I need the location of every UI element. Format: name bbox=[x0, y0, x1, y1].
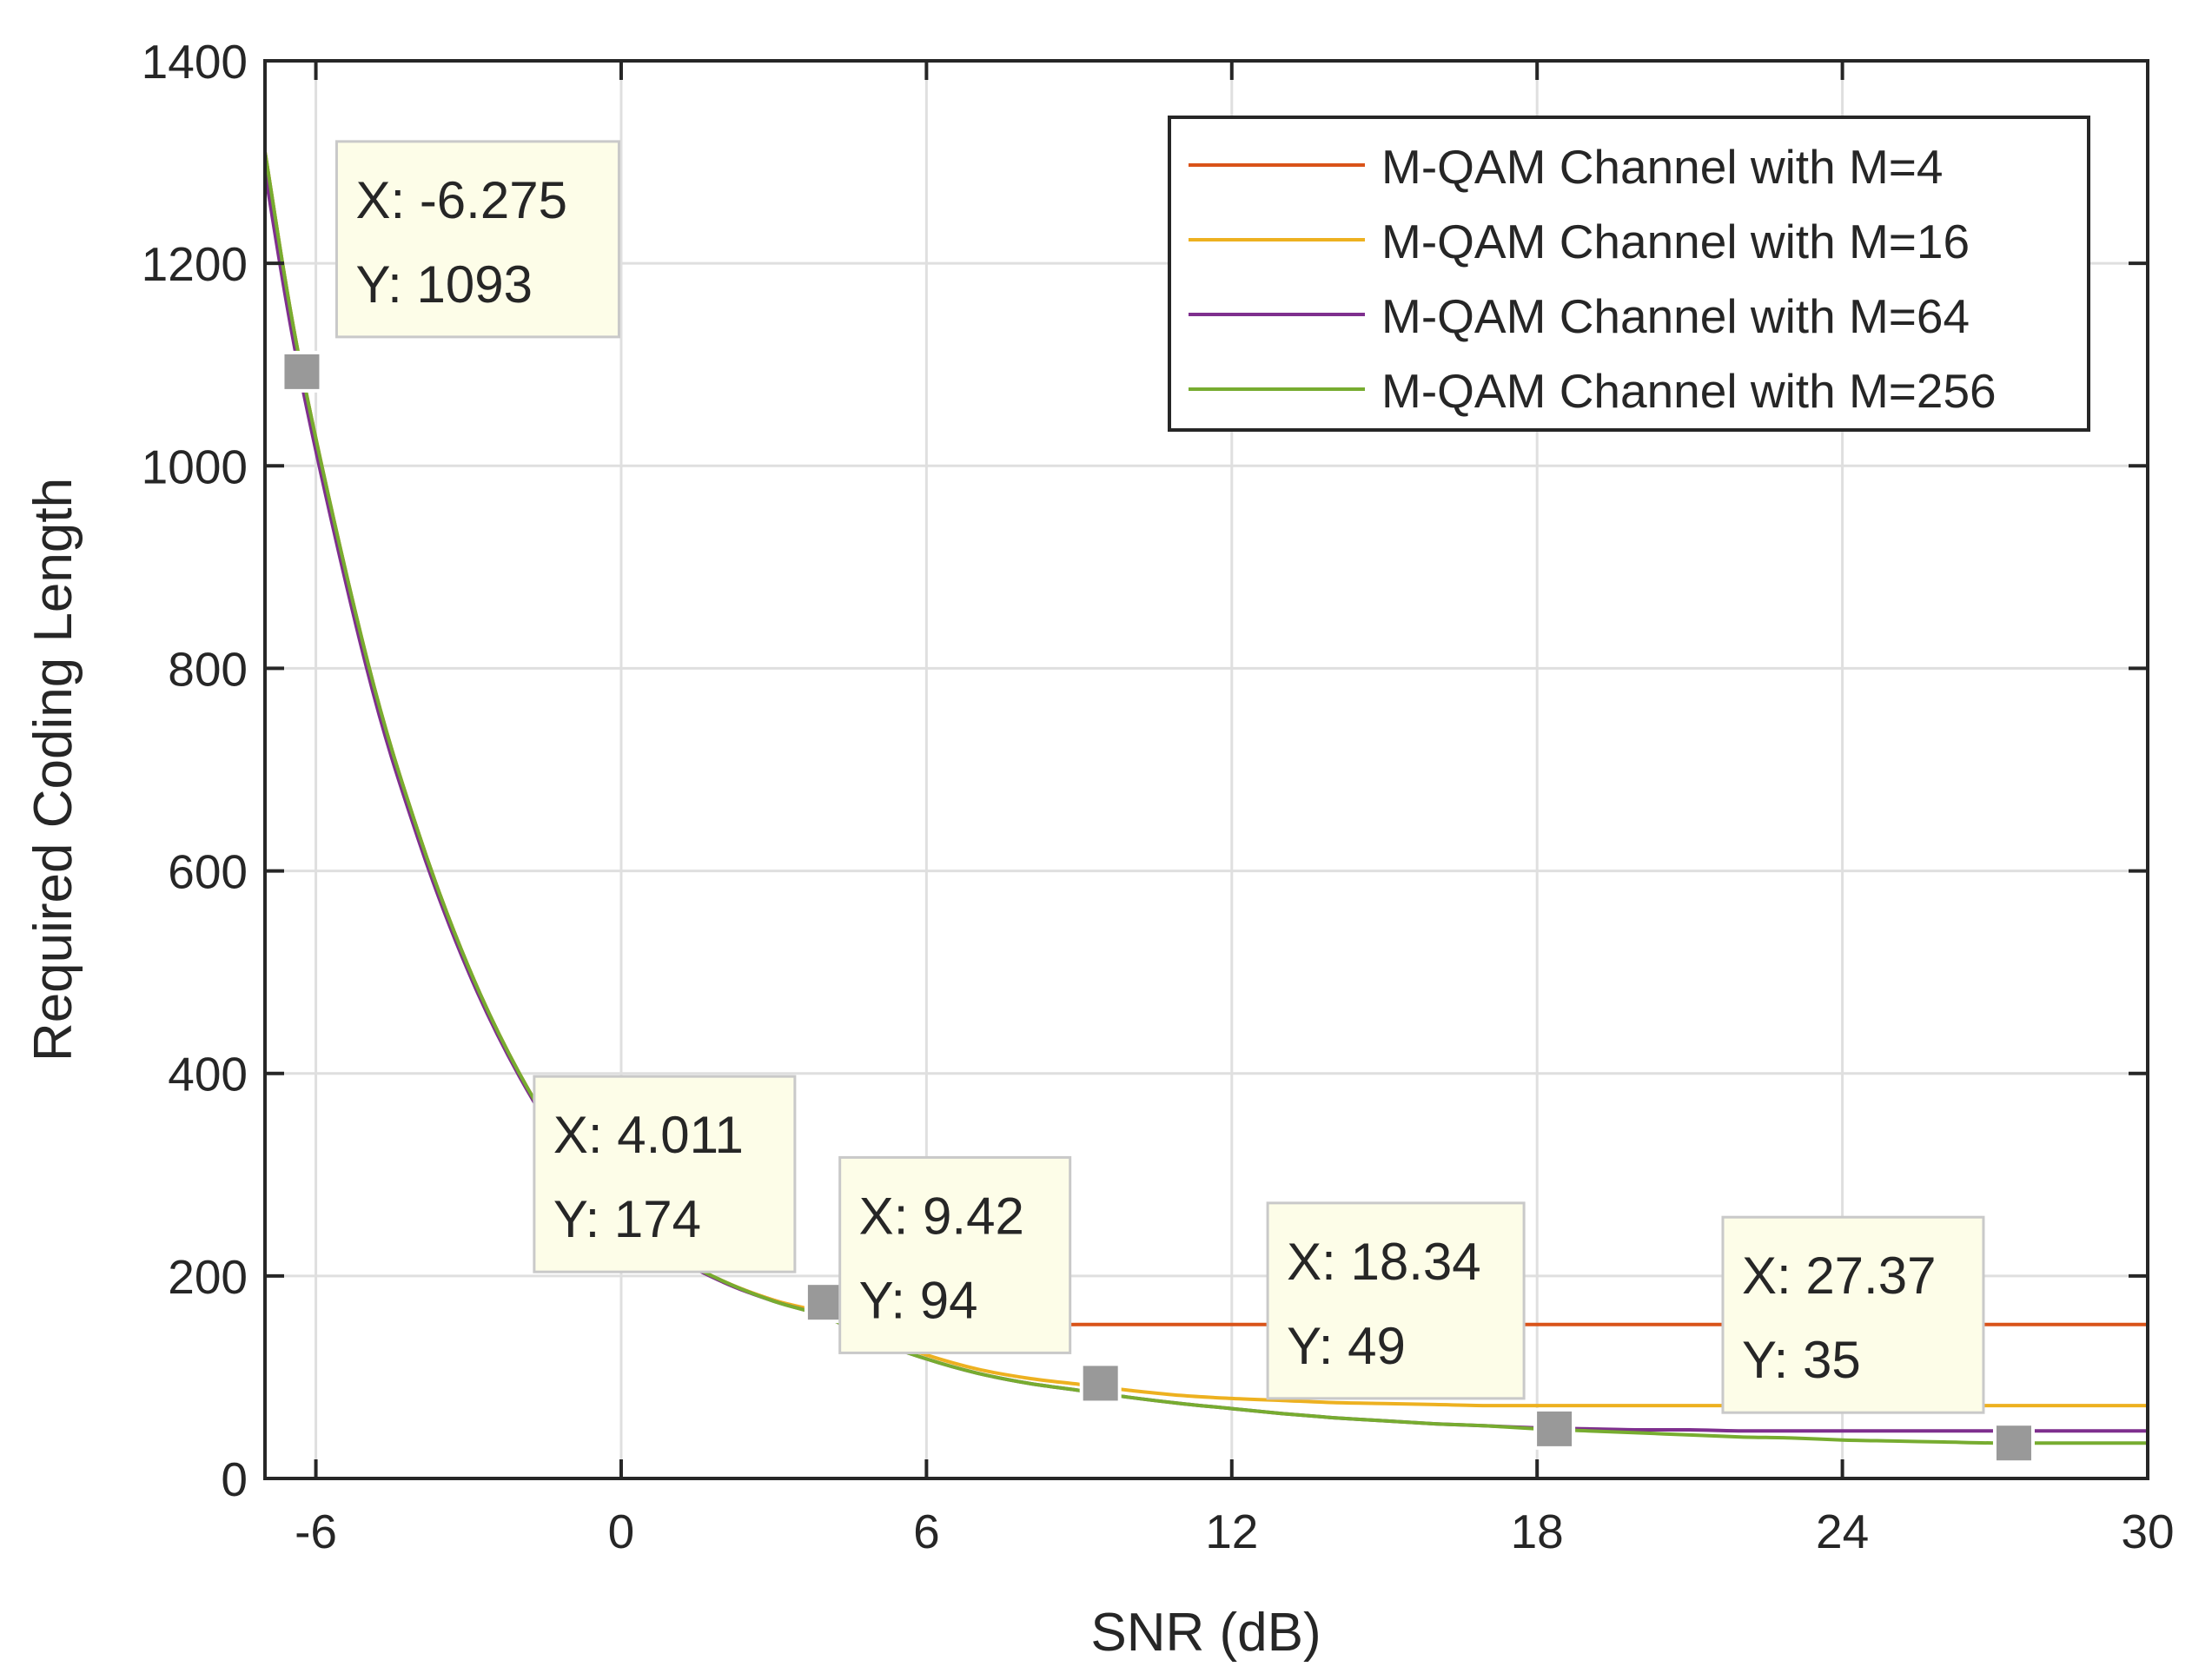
legend-label-m4: M-QAM Channel with M=4 bbox=[1381, 140, 1943, 194]
datatip-y-value: Y: 1093 bbox=[355, 255, 533, 314]
legend-box bbox=[1168, 116, 2090, 432]
x-axis-label: SNR (dB) bbox=[1090, 1603, 1321, 1663]
y-tick-label: 1400 bbox=[142, 35, 248, 89]
x-tick-label: 18 bbox=[1511, 1505, 1564, 1558]
datatip-marker bbox=[804, 1281, 846, 1324]
datatip-x-value: X: 9.42 bbox=[859, 1187, 1024, 1245]
legend-label-m16: M-QAM Channel with M=16 bbox=[1381, 215, 1970, 268]
x-tick-label: 24 bbox=[1816, 1505, 1869, 1558]
tick-labels: -6 0 6 12 18 24 30 0 200 400 600 800 1000 1200 1400 bbox=[142, 35, 2175, 1558]
legend-label-m256: M-QAM Channel with M=256 bbox=[1381, 364, 1997, 418]
datatip-y-value: Y: 35 bbox=[1742, 1331, 1861, 1389]
y-tick-label: 400 bbox=[168, 1048, 248, 1101]
y-tick-label: 800 bbox=[168, 642, 248, 696]
y-tick-label: 1200 bbox=[142, 237, 248, 291]
legend-label-m64: M-QAM Channel with M=64 bbox=[1381, 289, 1970, 343]
datatip-x-value: X: -6.275 bbox=[355, 171, 567, 229]
datatip-markers bbox=[281, 350, 2035, 1465]
datatip-x-value: X: 18.34 bbox=[1287, 1233, 1481, 1291]
datatip-box bbox=[533, 1075, 797, 1273]
legend: M-QAM Channel with M=4 M-QAM Channel wit… bbox=[1168, 116, 2090, 432]
datatip-marker bbox=[281, 350, 323, 393]
datatip-x-value: X: 27.37 bbox=[1742, 1247, 1937, 1305]
datatip-box bbox=[838, 1155, 1072, 1354]
datatip-y-value: Y: 174 bbox=[553, 1190, 701, 1248]
datatip-marker bbox=[1992, 1422, 2035, 1465]
datatip-box bbox=[1266, 1201, 1526, 1400]
datatip-x-value: X: 4.011 bbox=[553, 1106, 744, 1164]
datatip-marker bbox=[1533, 1407, 1576, 1450]
y-tick-label: 1000 bbox=[142, 440, 248, 493]
x-tick-label: 0 bbox=[608, 1505, 635, 1558]
datatip-marker bbox=[1079, 1362, 1122, 1405]
y-tick-label: 600 bbox=[168, 845, 248, 899]
y-tick-label: 200 bbox=[168, 1250, 248, 1304]
axes-box bbox=[263, 59, 2149, 1480]
x-tick-label: 6 bbox=[913, 1505, 940, 1558]
datatip-y-value: Y: 94 bbox=[859, 1271, 978, 1329]
axis-ticks bbox=[265, 59, 2149, 1480]
x-tick-label: 12 bbox=[1205, 1505, 1258, 1558]
datatip-y-value: Y: 49 bbox=[1287, 1317, 1406, 1375]
datatips: X: -6.275 Y: 1093 X: 4.011 Y: 174 X: 9.42 Y: … bbox=[334, 140, 1985, 1414]
y-axis-label: Required Coding Length bbox=[23, 478, 83, 1062]
y-tick-label: 0 bbox=[221, 1452, 248, 1506]
datatip-box bbox=[1721, 1215, 1985, 1414]
datatip-box bbox=[334, 140, 620, 339]
x-tick-label: 30 bbox=[2121, 1505, 2174, 1558]
x-tick-label: -6 bbox=[295, 1505, 337, 1558]
